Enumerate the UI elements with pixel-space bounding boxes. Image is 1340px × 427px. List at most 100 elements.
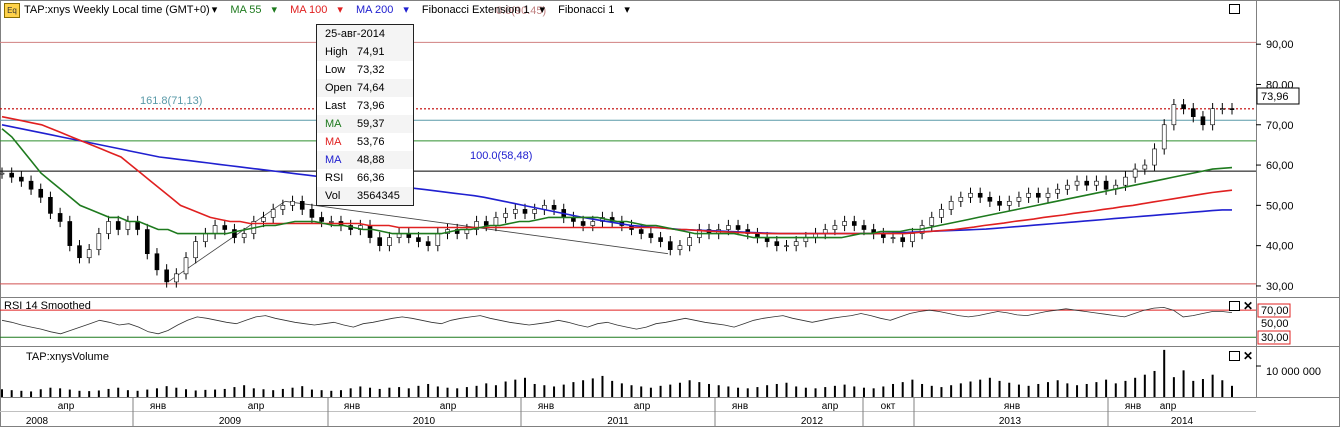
price-candle xyxy=(203,233,208,242)
last-price-badge xyxy=(1256,87,1300,105)
volume-bar xyxy=(349,388,352,397)
time-year-label: 2012 xyxy=(801,416,824,427)
time-year-label: 2013 xyxy=(999,416,1022,427)
volume-bar xyxy=(620,383,623,397)
price-candle xyxy=(367,225,373,238)
ma200-text: MA 200 xyxy=(356,4,394,16)
price-candle xyxy=(435,233,441,246)
price-candle xyxy=(9,172,14,178)
volume-tick: 10 000 000 xyxy=(1266,366,1321,378)
price-candle xyxy=(997,201,1002,206)
maximize-volume-panel-button[interactable] xyxy=(1229,351,1240,361)
price-candle xyxy=(977,192,983,198)
price-candle xyxy=(270,209,276,218)
volume-bar xyxy=(678,382,681,397)
rsi-series xyxy=(0,306,1256,338)
volume-bar xyxy=(20,390,23,397)
equity-icon[interactable]: Eq xyxy=(4,3,20,18)
volume-bar xyxy=(1114,383,1117,397)
volume-bar xyxy=(504,381,507,397)
volume-bar xyxy=(601,375,604,397)
fib-label[interactable]: Fibonacci 1 ▾ xyxy=(558,4,630,16)
time-month-label: янв xyxy=(1004,401,1020,412)
maximize-price-panel-button[interactable] xyxy=(1229,4,1240,14)
price-candle xyxy=(57,213,63,222)
tooltip-key: Vol xyxy=(325,190,341,202)
tooltip-value: 48,88 xyxy=(357,154,385,166)
volume-bar xyxy=(1046,382,1049,397)
volume-bar xyxy=(359,386,362,397)
tooltip-date: 25-авг-2014 xyxy=(325,28,386,40)
price-candle xyxy=(483,221,489,226)
price-candle xyxy=(1171,104,1177,126)
price-candle xyxy=(0,172,5,175)
price-candle xyxy=(832,225,838,230)
price-candle xyxy=(1074,180,1080,186)
close-rsi-panel-icon[interactable]: ✕ xyxy=(1243,299,1254,313)
maximize-rsi-panel-button[interactable] xyxy=(1229,301,1240,311)
price-candle xyxy=(174,273,179,283)
time-month-label: янв xyxy=(150,401,166,412)
price-candle xyxy=(1190,108,1196,118)
volume-bar xyxy=(301,386,304,397)
close-volume-panel-icon[interactable]: ✕ xyxy=(1243,349,1254,363)
volume-bar xyxy=(756,387,759,397)
volume-bar xyxy=(185,389,188,397)
price-candle xyxy=(590,221,596,226)
price-candle xyxy=(667,241,673,250)
price-candle xyxy=(900,237,906,242)
price-candle xyxy=(968,192,973,198)
ma200-label[interactable]: MA 200 ▾ xyxy=(356,4,409,16)
tooltip-row: RSI 66,36 xyxy=(317,169,413,187)
tooltip-key: High xyxy=(325,46,348,58)
time-year-label: 2010 xyxy=(413,416,436,427)
price-candle xyxy=(38,188,44,198)
title-dropdown-icon[interactable]: ▾ xyxy=(211,4,218,16)
price-candle xyxy=(1026,192,1031,198)
price-candle xyxy=(1161,124,1167,150)
price-candle xyxy=(1045,192,1051,198)
volume-bar xyxy=(843,384,846,397)
time-month-label: янв xyxy=(732,401,748,412)
symbol-title[interactable]: TAP:xnys Weekly Local time (GMT+0) xyxy=(24,4,210,16)
price-candle xyxy=(939,209,944,218)
volume-bar xyxy=(640,386,643,397)
volume-bar xyxy=(320,390,323,397)
price-candle xyxy=(319,217,324,222)
volume-bar xyxy=(1076,385,1079,397)
volume-bar xyxy=(194,390,197,397)
volume-bar xyxy=(427,383,430,397)
volume-bar xyxy=(330,390,333,397)
ma55-label[interactable]: MA 55 ▾ xyxy=(230,4,278,16)
volume-bar xyxy=(766,385,769,397)
price-candle xyxy=(493,217,499,226)
volume-bar xyxy=(291,387,294,397)
rsi-level-50: 50,00 xyxy=(1261,318,1289,330)
tooltip-row: High 74,91 xyxy=(317,43,413,61)
volume-bar xyxy=(901,382,904,397)
fib-ext-label[interactable]: Fibonacci Extension 1 ▾ xyxy=(421,4,546,16)
volume-bar xyxy=(959,383,962,397)
tooltip-key: Open xyxy=(325,82,352,94)
price-candle xyxy=(551,205,557,210)
volume-bar xyxy=(78,390,81,397)
price-candle xyxy=(48,196,53,214)
time-year-label: 2008 xyxy=(26,416,49,427)
tooltip-key: RSI xyxy=(325,172,344,184)
volume-bar xyxy=(465,387,468,397)
ma55-text: MA 55 xyxy=(230,4,262,16)
volume-bar xyxy=(126,390,129,397)
ma100-label[interactable]: MA 100 ▾ xyxy=(290,4,343,16)
time-month-label: апр xyxy=(440,401,457,412)
volume-bar xyxy=(272,390,275,397)
volume-bar xyxy=(727,386,730,397)
tooltip-value: 59,37 xyxy=(357,118,385,130)
price-candle xyxy=(532,209,537,214)
volume-bar xyxy=(572,382,575,397)
ma55-line xyxy=(1,128,1233,239)
price-candle xyxy=(261,217,266,222)
price-candle xyxy=(1142,164,1148,170)
price-tick-label: 40,00 xyxy=(1266,241,1294,253)
rsi-70-badge xyxy=(1257,303,1291,318)
